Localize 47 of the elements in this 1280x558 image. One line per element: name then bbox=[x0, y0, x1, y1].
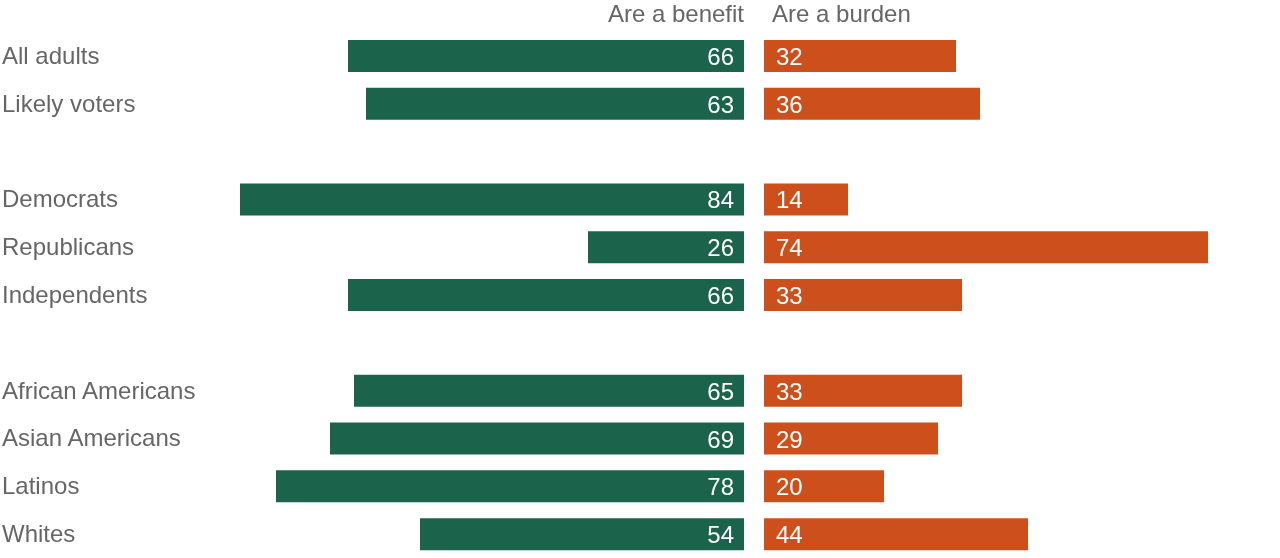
data-label: 32 bbox=[776, 43, 803, 70]
bar bbox=[348, 279, 744, 312]
data-label: 26 bbox=[707, 234, 734, 262]
data-label: 33 bbox=[776, 377, 803, 405]
data-label: 44 bbox=[776, 521, 803, 549]
data-label: 63 bbox=[707, 90, 734, 118]
data-label: 84 bbox=[707, 186, 734, 214]
bar bbox=[764, 40, 956, 72]
bar bbox=[764, 518, 1028, 551]
bar bbox=[764, 470, 884, 503]
data-label: 20 bbox=[776, 473, 803, 501]
y-tick-label: Independents bbox=[2, 281, 148, 308]
y-tick-label: Democrats bbox=[2, 185, 119, 213]
data-label: 74 bbox=[776, 234, 803, 262]
bar bbox=[276, 470, 744, 503]
data-label: 14 bbox=[776, 186, 803, 214]
y-tick-label: Republicans bbox=[2, 233, 135, 261]
bar bbox=[330, 422, 744, 455]
bar bbox=[764, 422, 938, 455]
bar bbox=[764, 374, 962, 407]
bar bbox=[764, 231, 1208, 264]
data-label: 66 bbox=[707, 43, 734, 70]
data-label: 36 bbox=[776, 90, 803, 118]
data-label: 33 bbox=[776, 282, 803, 310]
data-label: 54 bbox=[707, 521, 734, 549]
y-tick-label: African Americans bbox=[2, 376, 196, 404]
y-tick-label: Whites bbox=[2, 520, 76, 548]
data-label: 65 bbox=[707, 377, 734, 405]
chart-title: Are a burden bbox=[771, 0, 912, 29]
bar bbox=[420, 518, 744, 551]
bar bbox=[366, 87, 744, 120]
chart-title: Are a benefit bbox=[606, 0, 744, 29]
bar bbox=[348, 40, 744, 72]
bar bbox=[588, 231, 744, 264]
bar bbox=[240, 183, 744, 216]
bar bbox=[764, 183, 848, 216]
data-label: 78 bbox=[707, 473, 734, 501]
y-tick-label: Latinos bbox=[2, 472, 80, 500]
bar bbox=[764, 279, 962, 312]
y-tick-label: Asian Americans bbox=[2, 424, 181, 452]
bar bbox=[764, 87, 980, 120]
y-tick-label: All adults bbox=[2, 41, 100, 69]
y-tick-label: Likely voters bbox=[2, 89, 136, 117]
data-label: 29 bbox=[776, 425, 803, 453]
data-label: 69 bbox=[707, 425, 734, 453]
bar bbox=[354, 374, 744, 407]
data-label: 66 bbox=[707, 282, 734, 310]
